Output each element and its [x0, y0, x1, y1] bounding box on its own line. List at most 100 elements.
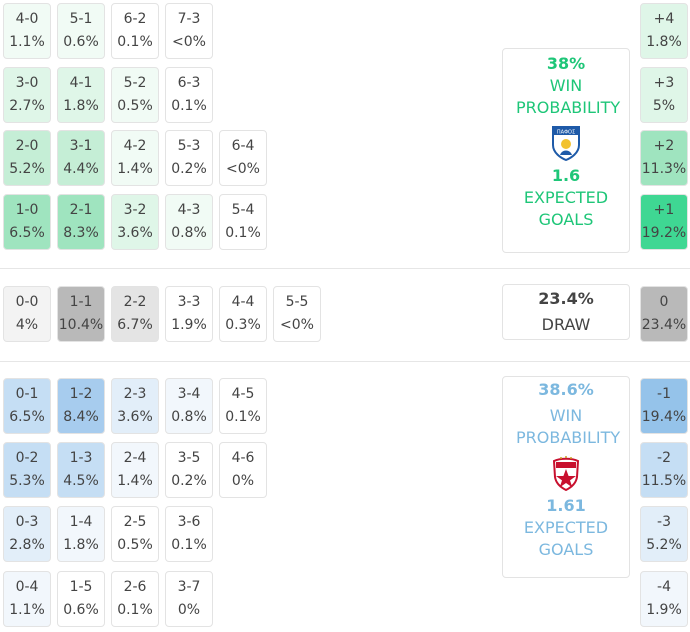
score-probability: 0.8% — [171, 409, 207, 425]
score-label: 3-2 — [123, 202, 147, 218]
away-summary-card: 38.6% WIN PROBABILITY 1.61 EXPECTED GOAL… — [502, 376, 630, 578]
score-label: 1-5 — [69, 579, 93, 595]
away-margin-cell: -4 1.9% — [640, 571, 688, 627]
score-label: 1-0 — [15, 202, 39, 218]
away-score-cell: 3-6 0.1% — [165, 506, 213, 562]
score-probability: <0% — [280, 317, 314, 333]
score-label: 3-0 — [15, 75, 39, 91]
score-label: 1-4 — [69, 514, 93, 530]
draw-score-cell: 4-4 0.3% — [219, 286, 267, 342]
score-label: 4-0 — [15, 11, 39, 27]
away-margin-cell: -2 11.5% — [640, 442, 688, 498]
home-score-cell: 3-2 3.6% — [111, 194, 159, 250]
score-probability: 3.6% — [117, 409, 153, 425]
score-probability: 2.7% — [9, 98, 45, 114]
score-label: 0-1 — [15, 386, 39, 402]
score-label: 0-2 — [15, 450, 39, 466]
score-probability: 1.8% — [63, 98, 99, 114]
score-label: 2-4 — [123, 450, 147, 466]
score-probability: 0.1% — [225, 225, 261, 241]
home-score-cell: 3-1 4.4% — [57, 130, 105, 186]
score-probability: <0% — [172, 34, 206, 50]
score-probability: 0.6% — [63, 34, 99, 50]
draw-score-cell: 5-5 <0% — [273, 286, 321, 342]
score-label: 6-3 — [177, 75, 201, 91]
home-score-cell: 7-3 <0% — [165, 3, 213, 59]
score-label: 0-4 — [15, 579, 39, 595]
score-label: 3-1 — [69, 138, 93, 154]
draw-margin-cell: 0 23.4% — [640, 286, 688, 342]
score-probability: 1.1% — [9, 602, 45, 618]
score-probability: 0.1% — [225, 409, 261, 425]
margin-probability: 23.4% — [641, 317, 687, 333]
score-probability: 1.9% — [171, 317, 207, 333]
score-probability: 1.8% — [63, 537, 99, 553]
score-probability: 4.5% — [63, 473, 99, 489]
home-score-cell: 5-2 0.5% — [111, 67, 159, 123]
score-label: 4-5 — [231, 386, 255, 402]
home-summary-card: 38% WIN PROBABILITY ΠΑΦΟΣ 1.6 EXPECTED G… — [502, 48, 630, 253]
score-probability: 0.6% — [63, 602, 99, 618]
score-probability: 5.2% — [9, 161, 45, 177]
away-score-cell: 0-2 5.3% — [3, 442, 51, 498]
away-expected-goals: 1.61 — [546, 496, 586, 515]
score-label: 2-2 — [123, 294, 147, 310]
score-label: 1-1 — [69, 294, 93, 310]
margin-probability: 5.2% — [646, 537, 682, 553]
score-label: 6-2 — [123, 11, 147, 27]
score-probability: 8.4% — [63, 409, 99, 425]
home-score-cell: 6-3 0.1% — [165, 67, 213, 123]
score-probability: 0.2% — [171, 473, 207, 489]
score-label: 0-0 — [15, 294, 39, 310]
score-probability: <0% — [226, 161, 260, 177]
away-score-cell: 2-4 1.4% — [111, 442, 159, 498]
draw-probability: 23.4% — [538, 289, 594, 308]
home-score-cell: 2-0 5.2% — [3, 130, 51, 186]
home-margin-cell: +3 5% — [640, 67, 688, 123]
home-score-cell: 4-0 1.1% — [3, 3, 51, 59]
score-label: 4-6 — [231, 450, 255, 466]
draw-score-cell: 1-1 10.4% — [57, 286, 105, 342]
score-label: 3-6 — [177, 514, 201, 530]
score-probability: 2.8% — [9, 537, 45, 553]
score-probability: 0.2% — [171, 161, 207, 177]
home-margin-cell: +2 11.3% — [640, 130, 688, 186]
red-star-crest-icon — [552, 456, 580, 491]
home-xg-label: EXPECTED GOALS — [523, 188, 609, 229]
away-score-cell: 2-5 0.5% — [111, 506, 159, 562]
margin-label: -1 — [657, 386, 671, 402]
margin-label: -3 — [657, 514, 671, 530]
score-label: 5-4 — [231, 202, 255, 218]
draw-summary-card: 23.4% DRAW — [502, 284, 630, 340]
home-expected-goals: 1.6 — [551, 166, 581, 185]
score-label: 4-2 — [123, 138, 147, 154]
away-score-cell: 3-5 0.2% — [165, 442, 213, 498]
score-label: 5-5 — [285, 294, 309, 310]
away-win-label: WIN PROBABILITY — [516, 406, 621, 447]
score-probability: 8.3% — [63, 225, 99, 241]
score-probability: 4% — [15, 317, 39, 333]
score-probability: 0.1% — [117, 602, 153, 618]
home-score-cell: 4-3 0.8% — [165, 194, 213, 250]
score-label: 5-2 — [123, 75, 147, 91]
score-probability: 0.1% — [171, 98, 207, 114]
home-score-cell: 4-2 1.4% — [111, 130, 159, 186]
score-probability: 1.4% — [117, 473, 153, 489]
margin-label: +3 — [653, 75, 675, 91]
away-score-cell: 1-5 0.6% — [57, 571, 105, 627]
home-score-cell: 2-1 8.3% — [57, 194, 105, 250]
score-label: 3-5 — [177, 450, 201, 466]
score-label: 3-3 — [177, 294, 201, 310]
home-score-cell: 5-1 0.6% — [57, 3, 105, 59]
score-label: 2-5 — [123, 514, 147, 530]
away-xg-label: EXPECTED GOALS — [523, 518, 609, 559]
away-margin-cell: -3 5.2% — [640, 506, 688, 562]
away-win-probability: 38.6% — [538, 380, 594, 399]
score-label: 4-4 — [231, 294, 255, 310]
score-label: 6-4 — [231, 138, 255, 154]
score-label: 5-3 — [177, 138, 201, 154]
score-probability: 1.1% — [9, 34, 45, 50]
score-label: 7-3 — [177, 11, 201, 27]
margin-probability: 19.2% — [641, 225, 687, 241]
away-score-cell: 0-3 2.8% — [3, 506, 51, 562]
